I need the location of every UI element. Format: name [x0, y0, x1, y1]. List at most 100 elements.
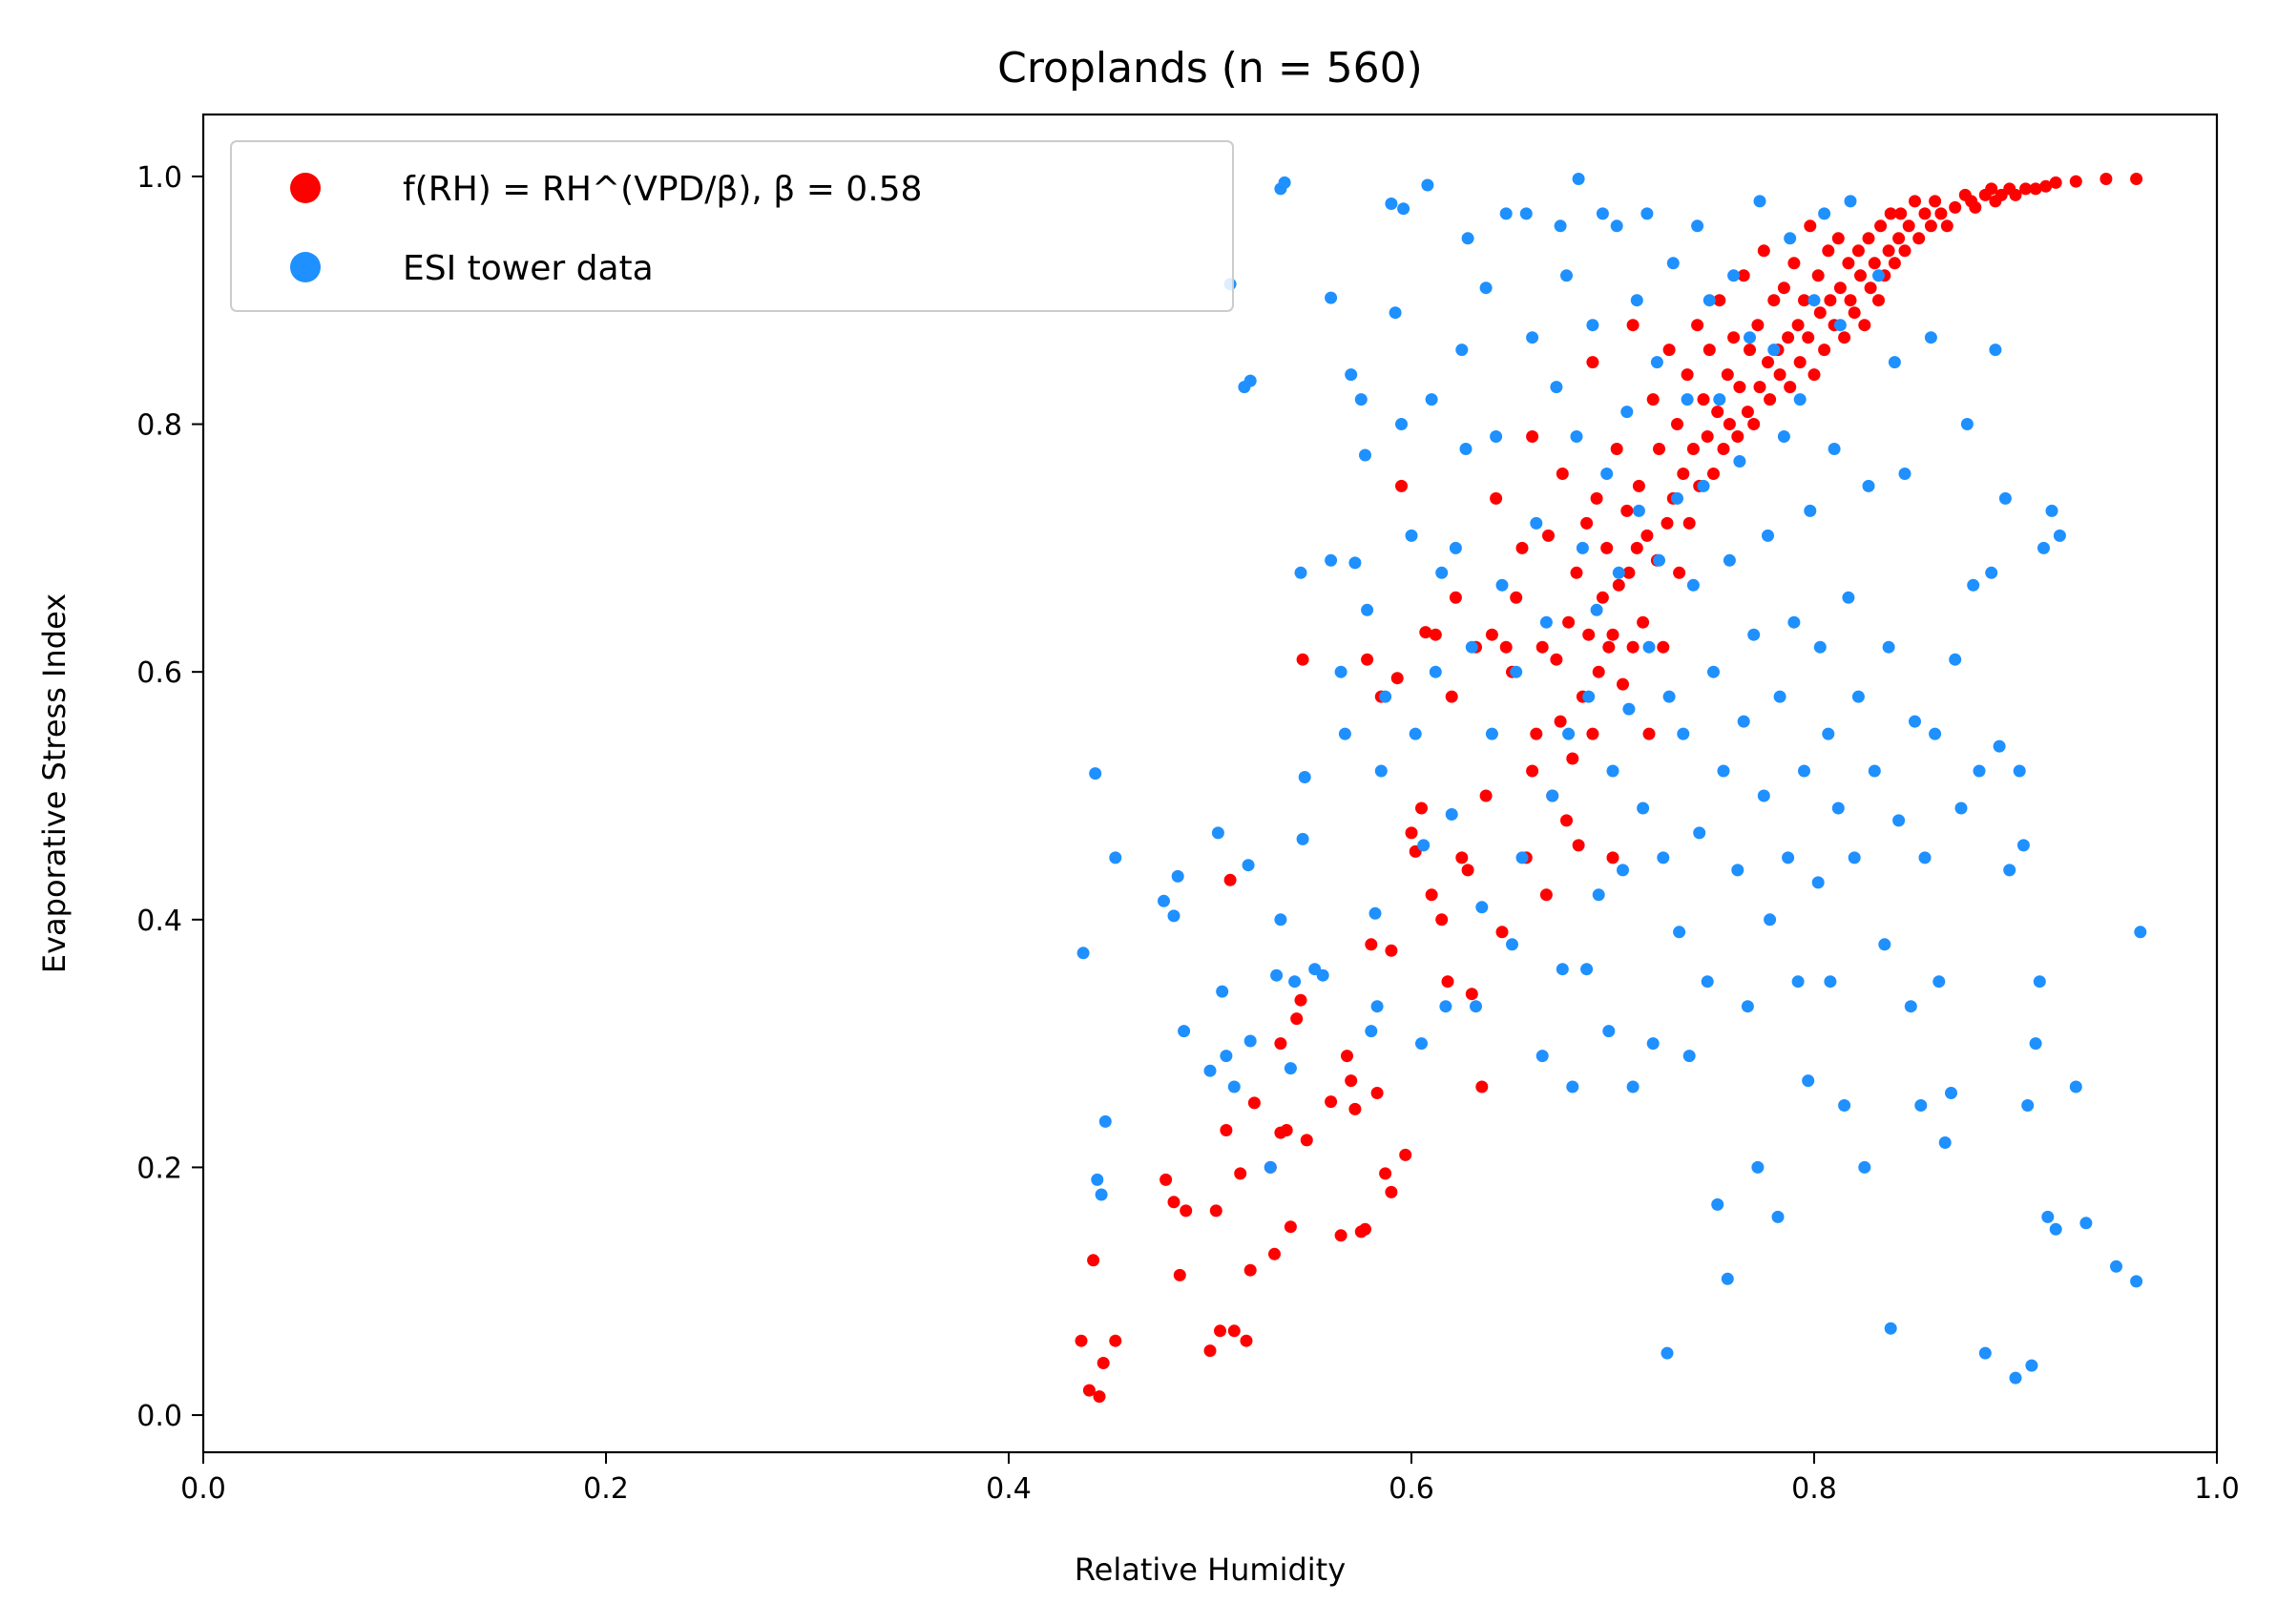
data-point-s0-169 — [1844, 294, 1857, 307]
data-point-s1-79 — [1539, 615, 1553, 629]
data-point-s1-179 — [1888, 356, 1901, 369]
data-point-s0-24 — [1280, 1124, 1293, 1136]
data-point-s1-137 — [1737, 715, 1750, 728]
data-point-s0-185 — [1898, 244, 1911, 258]
data-point-s0-148 — [1773, 368, 1786, 382]
data-point-s1-152 — [1787, 615, 1801, 629]
data-point-s0-72 — [1526, 430, 1539, 443]
data-point-s0-99 — [1612, 578, 1625, 592]
data-point-s1-190 — [1945, 1087, 1957, 1099]
data-point-s1-70 — [1495, 578, 1509, 592]
data-point-s1-105 — [1630, 294, 1643, 307]
data-point-s0-170 — [1848, 306, 1861, 320]
data-point-s1-169 — [1844, 195, 1857, 208]
data-point-s1-85 — [1562, 727, 1576, 740]
data-point-s0-175 — [1864, 281, 1877, 295]
data-point-s0-84 — [1570, 566, 1583, 579]
data-point-s0-30 — [1325, 1095, 1338, 1109]
data-point-s0-78 — [1550, 653, 1563, 666]
data-point-s0-140 — [1747, 418, 1761, 430]
data-point-s0-54 — [1441, 975, 1454, 989]
data-point-s1-183 — [1909, 715, 1921, 728]
data-point-s1-126 — [1701, 975, 1714, 989]
data-point-s0-18 — [1243, 1263, 1257, 1277]
data-point-s0-121 — [1682, 516, 1696, 530]
data-point-s1-213 — [2053, 529, 2066, 542]
data-point-s1-201 — [2003, 864, 2016, 877]
y-axis-label: Evaporative Stress Index — [36, 593, 73, 973]
data-point-s0-145 — [1764, 393, 1777, 406]
data-point-s0-191 — [1929, 195, 1942, 208]
data-point-s0-41 — [1379, 1167, 1392, 1180]
data-point-s1-55 — [1425, 393, 1438, 406]
data-point-s1-150 — [1782, 851, 1795, 864]
data-point-s1-7 — [1167, 909, 1180, 923]
x-tick-label-5: 1.0 — [2194, 1472, 2240, 1506]
data-point-s0-65 — [1495, 926, 1509, 939]
data-point-s0-74 — [1535, 640, 1549, 654]
data-point-s0-19 — [1247, 1096, 1261, 1110]
data-point-s0-131 — [1717, 443, 1730, 455]
data-point-s1-107 — [1637, 802, 1650, 815]
data-point-s0-153 — [1791, 319, 1805, 332]
data-point-s1-166 — [1833, 319, 1847, 332]
data-point-s0-146 — [1767, 294, 1781, 307]
data-point-s0-137 — [1737, 269, 1750, 282]
data-point-s1-117 — [1671, 491, 1683, 505]
data-point-s0-87 — [1580, 516, 1594, 530]
data-point-s1-101 — [1617, 864, 1629, 877]
data-point-s1-3 — [1095, 1188, 1108, 1201]
data-point-s0-73 — [1530, 727, 1543, 740]
data-point-s1-108 — [1640, 207, 1654, 220]
data-point-s0-64 — [1490, 491, 1503, 505]
data-point-s1-145 — [1764, 913, 1777, 927]
data-point-s0-95 — [1602, 640, 1616, 654]
data-point-s1-43 — [1370, 1000, 1384, 1013]
data-point-s0-58 — [1461, 864, 1474, 877]
data-point-s1-73 — [1510, 665, 1523, 678]
x-tick-label-4: 0.8 — [1791, 1472, 1837, 1506]
data-point-s1-177 — [1882, 640, 1895, 654]
data-point-s1-184 — [1914, 1099, 1928, 1112]
data-point-s1-86 — [1566, 1080, 1579, 1093]
data-point-s1-60 — [1449, 541, 1462, 554]
data-point-s1-22 — [1274, 913, 1287, 927]
data-point-s1-82 — [1554, 219, 1567, 233]
data-point-s0-167 — [1838, 331, 1851, 344]
data-point-s1-40 — [1361, 603, 1374, 616]
data-point-s0-25 — [1284, 1220, 1297, 1234]
data-point-s0-197 — [1969, 200, 1982, 214]
data-point-s0-181 — [1884, 207, 1897, 220]
data-point-s0-102 — [1622, 566, 1636, 579]
data-point-s0-36 — [1359, 1222, 1371, 1236]
data-point-s1-155 — [1798, 764, 1810, 778]
data-point-s0-149 — [1777, 281, 1790, 295]
data-point-s0-178 — [1874, 219, 1888, 233]
data-point-s1-71 — [1499, 207, 1513, 220]
x-tick-label-1: 0.2 — [583, 1472, 629, 1506]
data-point-s0-38 — [1365, 938, 1378, 951]
data-point-s1-8 — [1171, 869, 1184, 883]
y-tick-label-5: 1.0 — [136, 161, 182, 195]
data-point-s0-61 — [1475, 1080, 1489, 1093]
data-point-s1-19 — [1243, 1034, 1257, 1048]
data-point-s0-93 — [1596, 591, 1609, 604]
data-point-s1-6 — [1158, 894, 1170, 907]
data-point-s0-89 — [1586, 727, 1599, 740]
data-point-s1-52 — [1415, 1037, 1428, 1051]
y-tick-label-0: 0.0 — [136, 1400, 182, 1433]
data-point-s0-183 — [1892, 232, 1906, 245]
data-point-s1-112 — [1653, 553, 1665, 567]
data-point-s1-193 — [1960, 418, 1974, 430]
data-point-s0-123 — [1691, 319, 1704, 332]
data-point-s1-143 — [1757, 789, 1770, 802]
data-point-s1-209 — [2037, 541, 2050, 554]
data-point-s1-90 — [1580, 963, 1594, 976]
data-point-s0-9 — [1180, 1204, 1193, 1218]
data-point-s1-92 — [1586, 319, 1599, 332]
data-point-s1-176 — [1878, 938, 1891, 951]
data-point-s0-141 — [1751, 319, 1765, 332]
data-point-s1-38 — [1354, 393, 1368, 406]
data-point-s1-129 — [1711, 1197, 1724, 1211]
